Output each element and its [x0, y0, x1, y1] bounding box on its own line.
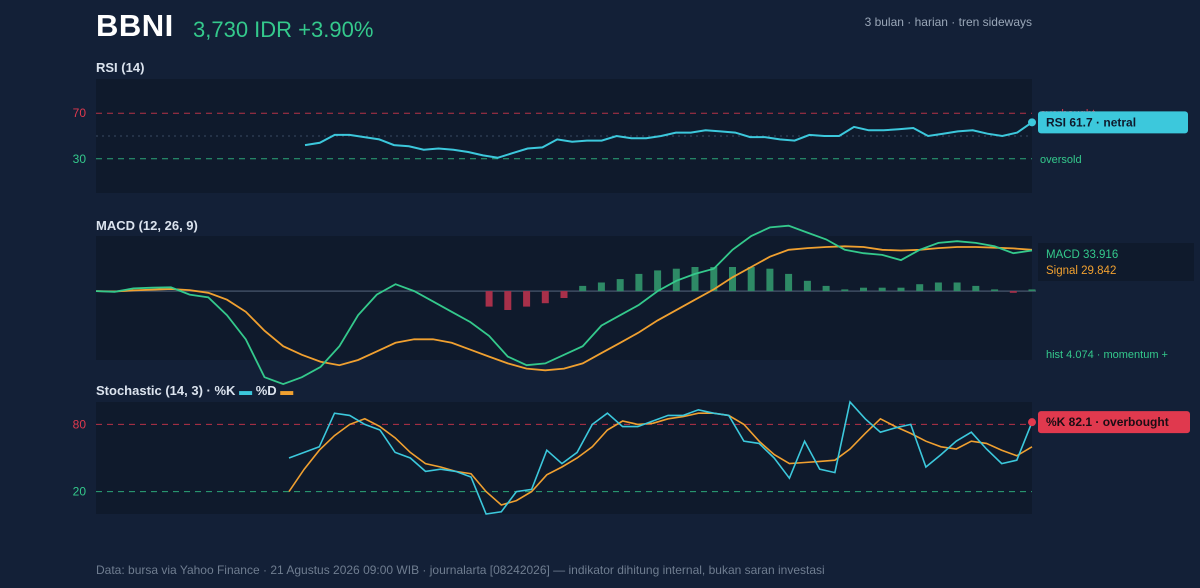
- macd-hist-bar: [616, 279, 624, 292]
- macd-hist-bar: [878, 287, 886, 292]
- macd-hist-bar: [991, 289, 999, 292]
- macd-line: [95, 224, 1033, 386]
- stoch-title-d: %D: [255, 383, 277, 398]
- rsi-oversold-label: oversold: [1040, 154, 1082, 166]
- macd-hist-bar: [691, 267, 699, 292]
- macd-hist-bar: [822, 285, 830, 292]
- rsi-title: RSI (14): [96, 60, 145, 75]
- stoch-tick-80: 80: [73, 417, 87, 431]
- macd-legend-signal: Signal 29.842: [1046, 265, 1116, 277]
- rsi-tick-30: 30: [73, 152, 87, 166]
- macd-hist-bar: [504, 291, 512, 310]
- macd-hist-bar: [972, 285, 980, 292]
- stoch-value-tag: %K 82.1 · overbought: [1046, 415, 1169, 429]
- macd-hist-bar: [953, 282, 961, 292]
- macd-hist-bar: [523, 291, 531, 307]
- macd-hist-bar: [579, 285, 587, 292]
- macd-hist-bar: [1009, 291, 1017, 293]
- signal-line: [95, 245, 1033, 372]
- stoch-value-tag-bg: [1038, 411, 1190, 434]
- macd-hist-bar: [747, 267, 755, 292]
- k-legend-swatch: ▬: [239, 383, 256, 398]
- macd-hist-bar: [785, 273, 793, 292]
- period-note: 3 bulan · harian · tren sideways: [864, 15, 1032, 29]
- stoch-tick-20: 20: [73, 485, 87, 499]
- macd-hist-bar: [934, 282, 942, 292]
- macd-hist-bar: [635, 273, 643, 292]
- macd-title: MACD (12, 26, 9): [96, 218, 198, 233]
- stoch-panel: [96, 402, 1032, 514]
- rsi-value-tag: RSI 61.7 · netral: [1046, 115, 1136, 129]
- macd-hist-bar: [841, 289, 849, 292]
- macd-hist-bar: [729, 267, 736, 292]
- macd-hist-bar: [541, 291, 549, 304]
- macd-legend-hist: hist 4.074 · momentum +: [1046, 349, 1168, 361]
- macd-hist-bar: [897, 287, 905, 292]
- price-change: 3,730 IDR +3.90%: [193, 17, 374, 42]
- macd-hist-bar: [803, 280, 811, 292]
- macd-legend-box: [1038, 243, 1194, 281]
- footer-note: Data: bursa via Yahoo Finance · 21 Agust…: [96, 563, 825, 577]
- ticker-symbol: BBNI: [96, 8, 174, 43]
- macd-hist-bar: [1028, 289, 1036, 292]
- rsi-value-tag-bg: [1038, 111, 1188, 134]
- rsi-last-dot: [1028, 118, 1036, 127]
- stoch-title: Stochastic (14, 3) · %K ▬ %D ▬: [96, 383, 293, 398]
- rsi-tick-70: 70: [73, 106, 87, 120]
- macd-hist-bar: [860, 287, 867, 292]
- stoch-last-dot: [1028, 418, 1036, 427]
- macd-hist-bar: [710, 267, 718, 292]
- macd-legend-macd: MACD 33.916: [1046, 249, 1118, 261]
- d-legend-swatch: ▬: [280, 383, 294, 398]
- macd-hist-bar: [597, 282, 605, 292]
- macd-hist-bar: [654, 270, 662, 292]
- macd-hist-bar: [766, 268, 774, 292]
- stoch-title-k: Stochastic (14, 3) · %K: [96, 383, 236, 398]
- stoch-k-line: [288, 400, 1033, 515]
- macd-hist-bar: [485, 291, 493, 307]
- rsi-line: [304, 121, 1033, 159]
- stoch-d-line: [288, 412, 1033, 506]
- macd-hist-bar: [916, 284, 924, 292]
- macd-hist-bar: [560, 291, 568, 298]
